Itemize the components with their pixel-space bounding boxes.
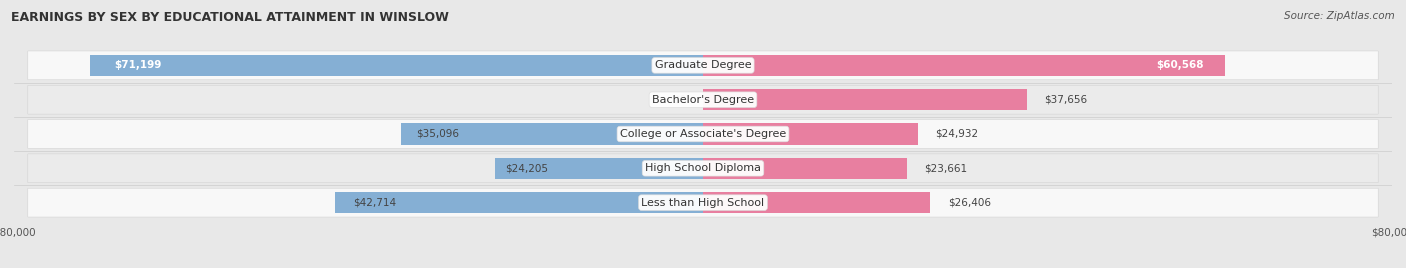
Bar [703, 55, 1225, 76]
Text: College or Associate's Degree: College or Associate's Degree [620, 129, 786, 139]
FancyBboxPatch shape [28, 154, 1378, 183]
Text: $35,096: $35,096 [416, 129, 458, 139]
Text: High School Diploma: High School Diploma [645, 163, 761, 173]
Text: $60,568: $60,568 [1156, 60, 1204, 70]
FancyBboxPatch shape [28, 85, 1378, 114]
Bar [90, 55, 703, 76]
Text: $23,661: $23,661 [924, 163, 967, 173]
Bar [703, 158, 907, 179]
Text: $26,406: $26,406 [948, 198, 991, 208]
Bar [495, 158, 703, 179]
Text: EARNINGS BY SEX BY EDUCATIONAL ATTAINMENT IN WINSLOW: EARNINGS BY SEX BY EDUCATIONAL ATTAINMEN… [11, 11, 449, 24]
Text: $24,205: $24,205 [505, 163, 548, 173]
Text: Less than High School: Less than High School [641, 198, 765, 208]
Bar [335, 192, 703, 213]
Text: $71,199: $71,199 [114, 60, 162, 70]
Text: $42,714: $42,714 [353, 198, 396, 208]
FancyBboxPatch shape [28, 120, 1378, 148]
FancyBboxPatch shape [28, 51, 1378, 80]
Bar [401, 123, 703, 145]
Bar [703, 123, 918, 145]
Text: Bachelor's Degree: Bachelor's Degree [652, 95, 754, 105]
Bar [703, 192, 931, 213]
Text: $37,656: $37,656 [1045, 95, 1088, 105]
Bar [703, 89, 1028, 110]
Text: $24,932: $24,932 [935, 129, 979, 139]
Text: Source: ZipAtlas.com: Source: ZipAtlas.com [1284, 11, 1395, 21]
Text: Graduate Degree: Graduate Degree [655, 60, 751, 70]
Text: $0: $0 [672, 95, 686, 105]
FancyBboxPatch shape [28, 188, 1378, 217]
